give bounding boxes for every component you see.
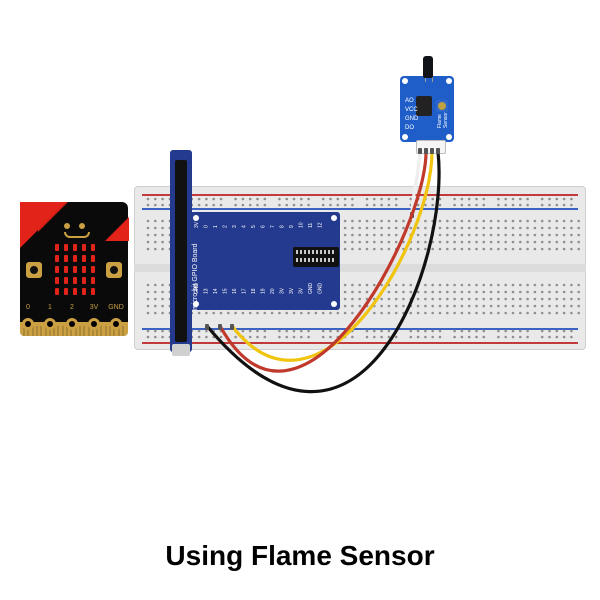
wiring-diagram: 0123VGND micro:bit GPIO Board3V012345678… [0, 0, 600, 600]
microbit-board: 0123VGND [20, 202, 128, 336]
flame-pin-label-do: DO [405, 125, 414, 131]
microbit-pin-label: GND [106, 304, 126, 311]
flame-pin-label-ao: AO [405, 98, 414, 104]
microbit-pin-0 [22, 318, 34, 330]
flame-pin-label-gnd: GND [405, 116, 418, 122]
diagram-title: Using Flame Sensor [0, 540, 600, 572]
flame-sensor-connector [416, 140, 446, 154]
flame-pin-label-vcc: VCC [405, 107, 418, 113]
microbit-pin-GND [110, 318, 122, 330]
microbit-pin-label: 3V [84, 304, 104, 311]
microbit-pin-label: 1 [40, 304, 60, 311]
microbit-pin-3V [88, 318, 100, 330]
gpio-usb-port [172, 344, 190, 356]
microbit-pin-1 [44, 318, 56, 330]
microbit-pin-label: 2 [62, 304, 82, 311]
flame-detector-led [423, 56, 433, 78]
microbit-pin-2 [66, 318, 78, 330]
microbit-pin-label: 0 [18, 304, 38, 311]
